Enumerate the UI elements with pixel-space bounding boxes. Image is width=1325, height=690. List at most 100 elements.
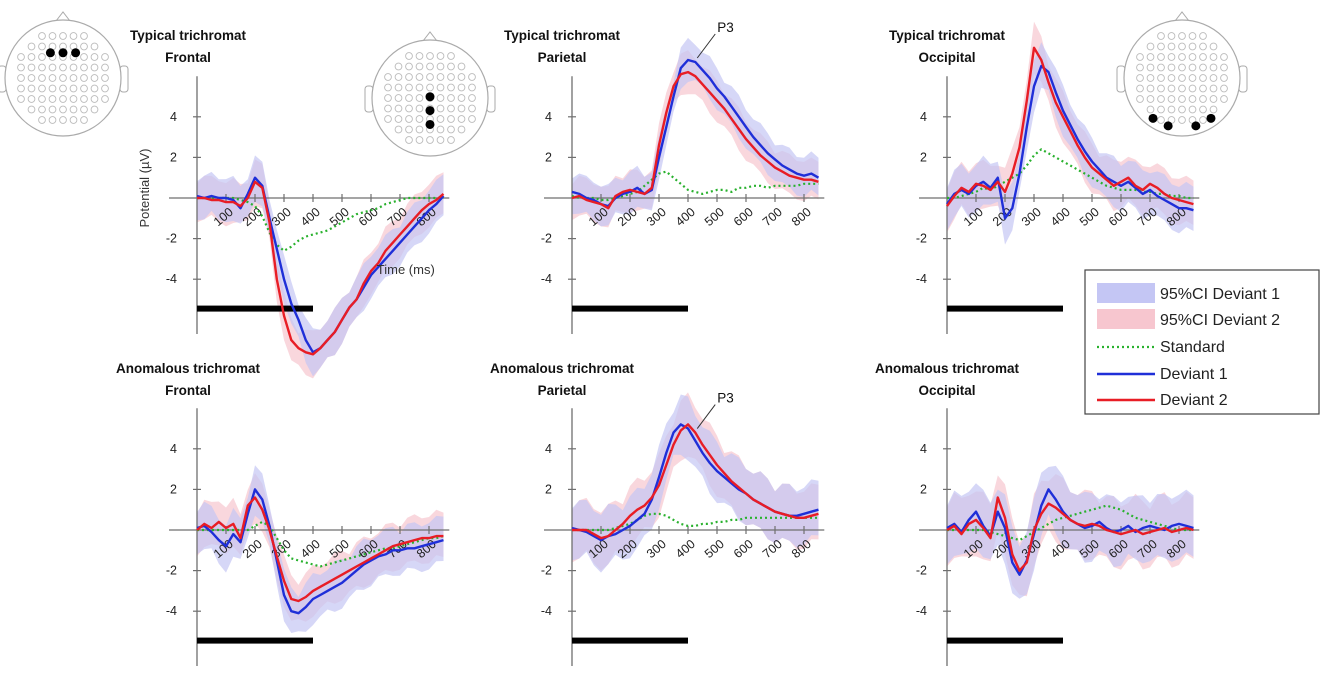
electrode	[1209, 63, 1218, 72]
electrode	[394, 94, 403, 102]
electrode	[38, 53, 46, 61]
electrode	[38, 74, 46, 82]
series-deviant2	[572, 423, 819, 540]
electrode	[27, 42, 36, 51]
electrode	[1157, 116, 1165, 124]
electrode	[468, 94, 476, 102]
electrode	[1188, 105, 1197, 114]
y-tick-label: -2	[166, 564, 177, 578]
electrode	[59, 95, 67, 103]
electrode	[27, 105, 36, 114]
y-tick-label: -4	[166, 272, 177, 286]
electrode	[1199, 84, 1207, 93]
electrode	[80, 105, 88, 114]
ci-band-deviant1	[947, 465, 1194, 599]
selected-electrode	[1148, 113, 1158, 123]
y-axis-label: Potential (µV)	[137, 148, 152, 227]
selected-electrode	[45, 48, 55, 58]
scalp-map-frontal	[0, 11, 129, 137]
panel-title-group: Anomalous trichromat	[490, 361, 635, 376]
electrode	[405, 83, 413, 92]
panel-title-group: Anomalous trichromat	[116, 361, 261, 376]
electrode	[1199, 105, 1207, 114]
y-tick-label: 2	[920, 150, 927, 164]
electrode	[436, 83, 445, 92]
electrode	[27, 84, 36, 93]
x-tick-label: 600	[731, 537, 756, 561]
electrode	[1178, 116, 1186, 124]
scalp-maps-layer	[0, 11, 1248, 157]
electrode	[69, 32, 78, 40]
electrode	[384, 104, 392, 113]
x-tick-label: 500	[1077, 205, 1102, 229]
electrode	[1146, 105, 1155, 114]
electrode	[1157, 42, 1165, 51]
electrode	[1209, 105, 1218, 114]
electrode	[415, 83, 424, 92]
nose	[422, 31, 438, 42]
electrode	[1220, 84, 1228, 93]
electrode	[436, 136, 445, 144]
y-tick-label: 2	[920, 482, 927, 496]
electrode	[1199, 42, 1207, 51]
electrode	[1209, 74, 1218, 82]
y-tick-label: 4	[170, 442, 177, 456]
electrode	[1146, 42, 1155, 51]
series-deviant2	[196, 496, 444, 603]
electrode	[17, 63, 25, 72]
electrode	[90, 95, 99, 103]
stimulus-duration-bar	[572, 637, 688, 644]
electrode	[1136, 95, 1144, 103]
electrode	[1136, 53, 1144, 61]
x-tick-label: 400	[298, 537, 323, 561]
electrode	[436, 52, 445, 60]
electrode	[436, 62, 445, 71]
electrode	[90, 53, 99, 61]
electrode	[1167, 32, 1176, 40]
y-tick-label: 4	[920, 110, 927, 124]
electrode	[426, 62, 434, 71]
stimulus-duration-bar	[572, 305, 688, 312]
stimulus-duration-bar	[197, 305, 313, 312]
electrode	[38, 42, 46, 51]
electrode	[405, 94, 413, 102]
electrode	[1136, 74, 1144, 82]
y-tick-label: 4	[545, 442, 552, 456]
electrode	[17, 53, 25, 61]
electrode	[415, 104, 424, 113]
electrode	[80, 53, 88, 61]
y-tick-label: -2	[916, 564, 927, 578]
electrode	[1136, 84, 1144, 93]
electrode	[48, 74, 57, 82]
electrode	[69, 84, 78, 93]
electrode	[69, 105, 78, 114]
panel-title-region: Occipital	[918, 383, 975, 398]
panel-title-region: Parietal	[538, 50, 587, 65]
electrode	[48, 84, 57, 93]
electrode	[1167, 74, 1176, 82]
electrode	[415, 115, 424, 123]
electrode	[1136, 63, 1144, 72]
legend-ci2-label: 95%CI Deviant 2	[1160, 312, 1280, 329]
electrode	[1157, 74, 1165, 82]
electrode	[1199, 74, 1207, 82]
electrode	[80, 84, 88, 93]
electrode	[1209, 53, 1218, 61]
x-tick-label: 500	[702, 205, 727, 229]
electrode	[436, 94, 445, 102]
stimulus-duration-bar	[947, 305, 1063, 312]
panel-title-group: Typical trichromat	[889, 28, 1006, 43]
electrode	[90, 105, 99, 114]
electrode	[426, 83, 434, 92]
electrode	[457, 94, 466, 102]
series-deviant2	[197, 180, 445, 356]
electrode	[415, 136, 424, 144]
electrode	[447, 136, 455, 144]
electrode	[405, 104, 413, 113]
electrode	[447, 94, 455, 102]
electrode	[1157, 84, 1165, 93]
electrode	[38, 32, 46, 40]
x-tick-label: 600	[731, 205, 756, 229]
electrode	[468, 104, 476, 113]
